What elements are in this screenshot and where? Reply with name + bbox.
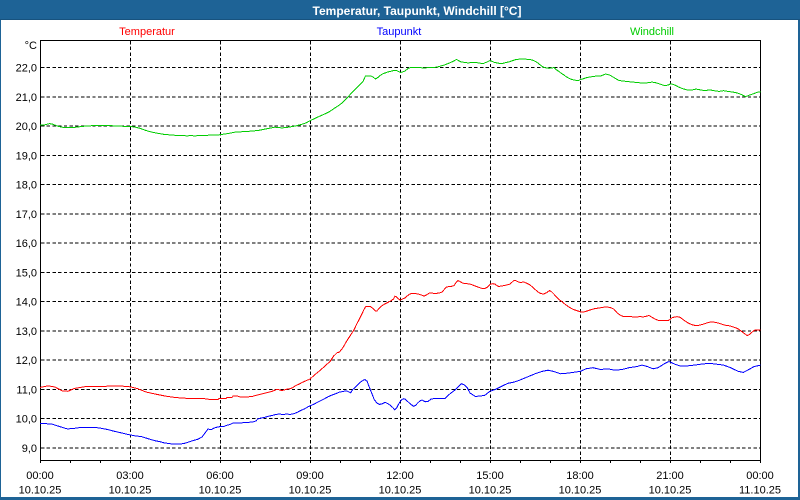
svg-text:10.10.25: 10.10.25: [109, 485, 152, 497]
svg-text:11.10.25: 11.10.25: [739, 485, 781, 497]
svg-text:12:00: 12:00: [386, 470, 414, 482]
svg-text:17,0: 17,0: [16, 209, 37, 221]
svg-text:21:00: 21:00: [656, 470, 684, 482]
svg-text:15,0: 15,0: [16, 267, 37, 279]
svg-text:Temperatur: Temperatur: [119, 26, 175, 38]
svg-text:19,0: 19,0: [16, 150, 37, 162]
svg-text:16,0: 16,0: [16, 238, 37, 250]
svg-text:9,0: 9,0: [22, 443, 37, 455]
svg-text:18,0: 18,0: [16, 180, 37, 192]
svg-text:09:00: 09:00: [296, 470, 324, 482]
svg-text:14,0: 14,0: [16, 297, 37, 309]
svg-text:10.10.25: 10.10.25: [559, 485, 602, 497]
svg-text:10.10.25: 10.10.25: [469, 485, 512, 497]
svg-text:21,0: 21,0: [16, 92, 37, 104]
svg-text:11,0: 11,0: [16, 385, 37, 397]
svg-text:13,0: 13,0: [16, 326, 37, 338]
svg-text:Taupunkt: Taupunkt: [377, 26, 422, 38]
svg-text:22,0: 22,0: [16, 63, 37, 75]
svg-text:Temperatur, Taupunkt, Windchil: Temperatur, Taupunkt, Windchill [°C]: [313, 4, 522, 18]
svg-text:10.10.25: 10.10.25: [19, 485, 62, 497]
svg-text:00:00: 00:00: [26, 470, 54, 482]
svg-text:00:00: 00:00: [746, 470, 774, 482]
svg-text:06:00: 06:00: [206, 470, 234, 482]
svg-text:10.10.25: 10.10.25: [649, 485, 692, 497]
svg-text:12,0: 12,0: [16, 355, 37, 367]
svg-text:°C: °C: [25, 40, 37, 52]
svg-text:03:00: 03:00: [116, 470, 144, 482]
svg-text:Windchill: Windchill: [630, 26, 674, 38]
svg-text:10.10.25: 10.10.25: [289, 485, 332, 497]
svg-text:10,0: 10,0: [16, 414, 37, 426]
svg-text:15:00: 15:00: [476, 470, 504, 482]
svg-text:18:00: 18:00: [566, 470, 594, 482]
svg-text:10.10.25: 10.10.25: [379, 485, 422, 497]
svg-text:20,0: 20,0: [16, 121, 37, 133]
svg-text:10.10.25: 10.10.25: [199, 485, 242, 497]
